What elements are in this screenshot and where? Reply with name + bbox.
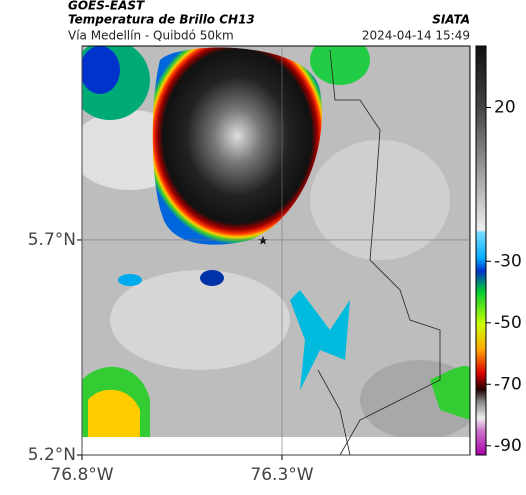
- title: GOES-EAST: [68, 0, 145, 13]
- lat-tick-label: 5.2°N: [28, 445, 76, 465]
- colorbar-tick-label: 20: [494, 98, 516, 118]
- colorbar-tick-label: -90: [494, 436, 522, 456]
- svg-text:★: ★: [258, 234, 269, 248]
- lon-tick-label: 76.8°W: [50, 465, 113, 485]
- colorbar-tick-label: -50: [494, 313, 522, 333]
- region: Vía Medellín - Quibdó 50km: [68, 29, 234, 43]
- lon-tick-label: 76.3°W: [250, 465, 313, 485]
- colorbar: [475, 45, 487, 456]
- colorbar-tick-label: -30: [494, 251, 522, 271]
- source: SIATA: [432, 13, 470, 27]
- satellite-image: ★: [82, 46, 470, 455]
- timestamp: 2024-04-14 15:49: [362, 29, 470, 43]
- lat-tick-label: 5.7°N: [28, 230, 76, 250]
- colorbar-tick-label: -70: [494, 374, 522, 394]
- subtitle: Temperatura de Brillo CH13: [68, 13, 255, 27]
